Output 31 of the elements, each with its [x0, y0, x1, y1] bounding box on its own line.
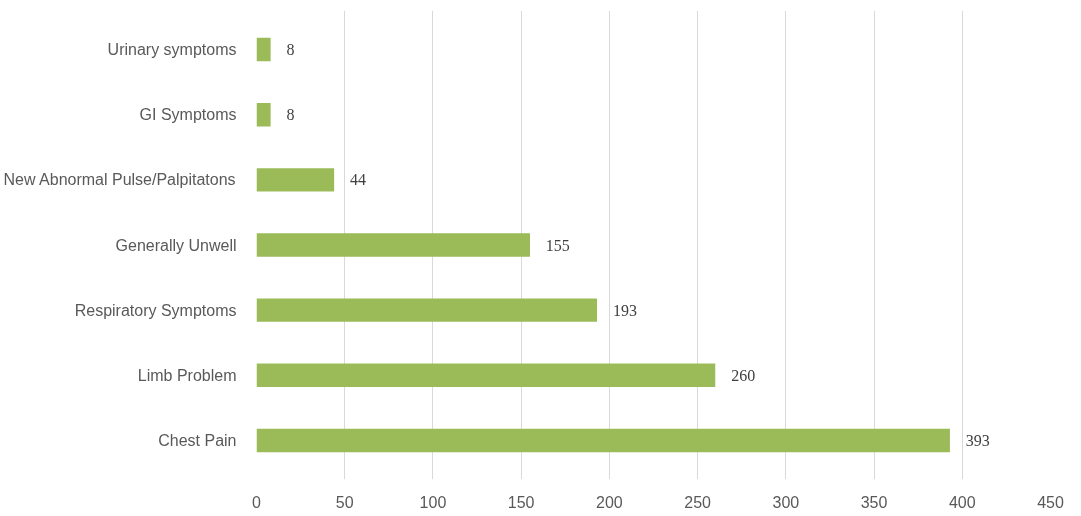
data-label: 8 — [286, 106, 295, 124]
x-tick-label: 200 — [596, 493, 623, 511]
x-tick-label: 250 — [684, 493, 712, 511]
x-tick-label: 150 — [507, 493, 535, 511]
x-tick-label: 450 — [1037, 493, 1064, 511]
bar — [256, 37, 271, 62]
x-tick-label: 0 — [252, 493, 262, 511]
bar — [256, 363, 716, 387]
y-tick-label: GI Symptoms — [139, 106, 237, 124]
y-tick-label: Generally Unwell — [115, 236, 237, 254]
y-tick-label: New Abnormal Pulse/Palpitatons — [3, 171, 236, 189]
data-label: 193 — [612, 301, 637, 319]
data-label: 393 — [965, 431, 990, 449]
x-tick-label: 350 — [860, 493, 888, 511]
bar — [256, 168, 335, 192]
y-tick-label: Chest Pain — [158, 431, 237, 449]
y-tick-label: Limb Problem — [137, 366, 237, 384]
x-tick-label: 400 — [948, 493, 976, 511]
data-label: 260 — [731, 366, 756, 384]
x-tick-label: 50 — [335, 493, 354, 511]
data-label: 8 — [286, 41, 295, 59]
bar — [256, 103, 271, 127]
data-label: 44 — [350, 171, 367, 189]
bar — [256, 428, 950, 453]
y-tick-label: Urinary symptoms — [107, 41, 237, 59]
y-tick-label: Respiratory Symptoms — [74, 301, 237, 319]
bar — [256, 298, 598, 322]
data-label: 155 — [545, 236, 570, 254]
bar — [256, 233, 530, 257]
x-tick-label: 100 — [419, 493, 447, 511]
x-tick-label: 300 — [772, 493, 800, 511]
